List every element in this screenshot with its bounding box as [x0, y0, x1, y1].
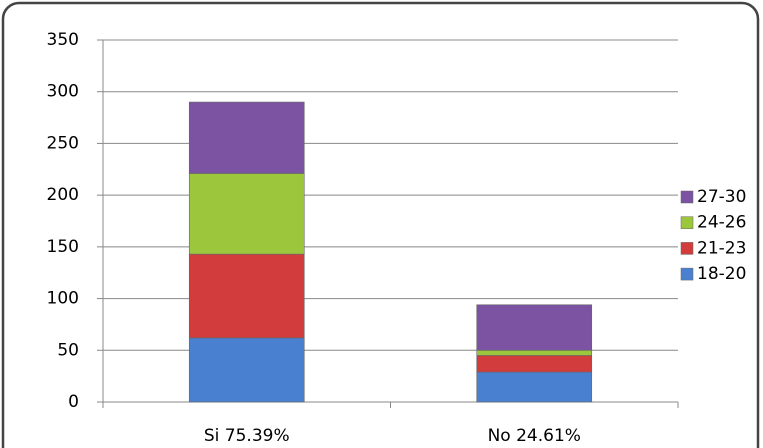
bar-segment	[188, 173, 305, 255]
y-tick-label: 250	[47, 133, 79, 153]
bar-segment	[188, 253, 305, 339]
y-tick-label: 100	[47, 289, 79, 309]
bar-segment	[476, 355, 593, 373]
x-tick-label: No 24.61%	[488, 426, 581, 446]
y-tick-label: 350	[47, 30, 79, 50]
y-tick-label: 0	[68, 392, 79, 412]
legend-label: 24-26	[697, 213, 746, 233]
legend-label: 18-20	[697, 264, 746, 284]
y-tick-label: 200	[47, 185, 79, 205]
legend-label: 27-30	[697, 187, 746, 207]
y-tick-label: 300	[47, 82, 79, 102]
bar-segment	[188, 101, 305, 174]
y-tick-label: 50	[57, 340, 79, 360]
bar-segment	[476, 371, 593, 403]
legend-swatch	[680, 242, 694, 255]
legend-swatch	[680, 267, 694, 281]
legend-swatch	[680, 190, 694, 204]
bar-segment	[188, 337, 305, 403]
legend-swatch	[680, 216, 694, 229]
bar-segment	[476, 349, 593, 356]
y-tick-label: 150	[47, 237, 79, 257]
bar-segment	[476, 304, 593, 351]
x-tick-label: Si 75.39%	[204, 426, 290, 446]
legend-label: 21-23	[697, 238, 746, 258]
